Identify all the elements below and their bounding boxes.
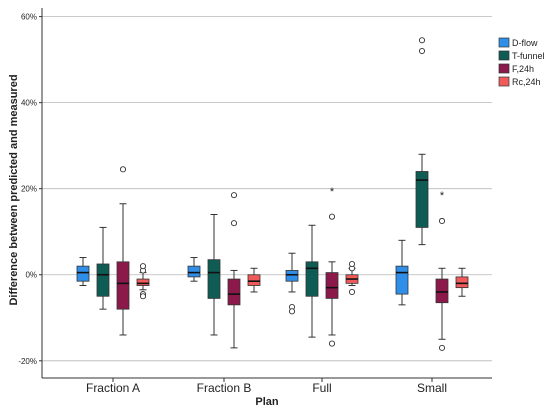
series-rc-24h bbox=[136, 260, 469, 300]
box bbox=[455, 276, 469, 289]
box bbox=[247, 274, 261, 286]
y-tick-label: -20% bbox=[18, 357, 37, 366]
box bbox=[227, 278, 241, 306]
extreme-point: * bbox=[330, 186, 335, 198]
legend-label: F,24h bbox=[512, 64, 534, 74]
series-d-flow bbox=[76, 239, 409, 315]
outlier-point bbox=[438, 344, 446, 351]
legend-swatch bbox=[498, 63, 510, 74]
outlier-point bbox=[348, 260, 356, 268]
axes bbox=[41, 8, 492, 379]
box bbox=[207, 259, 221, 299]
box bbox=[415, 171, 429, 228]
outlier-point bbox=[328, 213, 336, 220]
y-tick-label: 20% bbox=[21, 185, 37, 194]
outlier-point bbox=[119, 166, 127, 173]
box bbox=[96, 263, 110, 297]
y-tick-labels: -20% 0% 20% 40% 60% bbox=[18, 13, 42, 366]
extreme-point: * bbox=[440, 190, 445, 202]
legend-label: Rc,24h bbox=[512, 77, 541, 87]
legend-swatch bbox=[498, 37, 510, 48]
box bbox=[76, 265, 90, 282]
x-axis-title: Plan bbox=[255, 396, 279, 408]
box bbox=[325, 272, 339, 299]
outlier-point bbox=[348, 288, 356, 296]
y-tick-label: 60% bbox=[21, 13, 37, 22]
box bbox=[136, 278, 150, 286]
box bbox=[305, 261, 319, 297]
outlier-point bbox=[418, 37, 426, 44]
outlier-point bbox=[438, 217, 446, 225]
legend-label: D-flow bbox=[512, 38, 538, 48]
x-category-label: Fraction B bbox=[197, 381, 252, 395]
box bbox=[187, 265, 201, 278]
outlier-point bbox=[328, 340, 336, 347]
legend-swatch bbox=[498, 50, 510, 61]
series-t-funnel bbox=[96, 37, 429, 338]
box bbox=[285, 270, 299, 282]
y-axis-title: Difference between predicted and measure… bbox=[8, 74, 20, 305]
outlier-point bbox=[288, 308, 296, 315]
legend-swatch bbox=[498, 76, 510, 87]
outlier-point bbox=[418, 47, 426, 55]
outlier-point bbox=[230, 192, 238, 199]
x-category-label: Small bbox=[417, 381, 447, 395]
box bbox=[116, 261, 130, 310]
outlier-point bbox=[230, 220, 238, 227]
x-category-label: Full bbox=[312, 381, 331, 395]
x-category-label: Fraction A bbox=[86, 381, 140, 395]
x-category-labels: Fraction A Fraction B Full Small bbox=[86, 378, 447, 395]
box-series: * * bbox=[76, 37, 469, 351]
box bbox=[395, 265, 409, 295]
legend: D-flow T-funnel F,24h Rc,24h bbox=[498, 37, 545, 87]
y-tick-label: 0% bbox=[25, 271, 37, 280]
legend-label: T-funnel bbox=[512, 51, 545, 61]
series-f-24h: * * bbox=[116, 166, 449, 351]
box bbox=[435, 278, 449, 304]
outlier-point bbox=[139, 263, 147, 270]
outlier-point bbox=[139, 293, 147, 300]
y-tick-label: 40% bbox=[21, 99, 37, 108]
